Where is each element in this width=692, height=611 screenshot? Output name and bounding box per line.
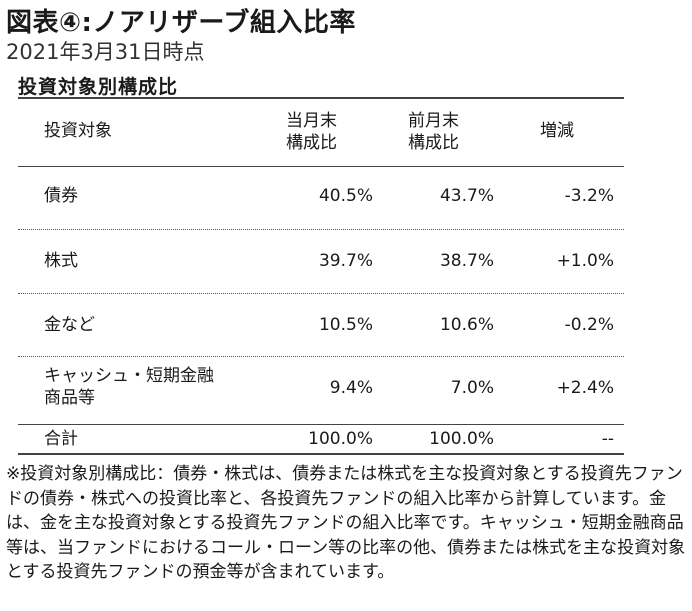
row-item: 債券 <box>44 186 78 206</box>
row-item: キャッシュ・短期金融 商品等 <box>44 365 214 409</box>
table-top-rule <box>18 97 624 99</box>
table-row: 株式 39.7% 38.7% +1.0% <box>18 230 624 292</box>
row-item-line2: 商品等 <box>44 388 95 408</box>
table-bottom-rule <box>18 453 624 455</box>
table-row: 債券 40.5% 43.7% -3.2% <box>18 167 624 229</box>
total-current: 100.0% <box>308 429 373 449</box>
row-previous: 7.0% <box>450 378 494 398</box>
table-total-row: 合計 100.0% 100.0% -- <box>18 428 624 450</box>
table-row: キャッシュ・短期金融 商品等 9.4% 7.0% +2.4% <box>18 357 624 419</box>
total-rule <box>18 424 624 425</box>
as-of-date: 2021年3月31日時点 <box>6 40 205 64</box>
total-previous: 100.0% <box>429 429 494 449</box>
header-change: 増減 <box>540 121 574 141</box>
total-change: -- <box>601 429 614 449</box>
header-current-line1: 当月末 <box>286 111 337 131</box>
header-previous-line1: 前月末 <box>408 111 459 131</box>
row-change: +2.4% <box>556 378 614 398</box>
row-current: 9.4% <box>329 378 373 398</box>
row-current: 10.5% <box>318 315 373 335</box>
header-item: 投資対象 <box>44 121 112 141</box>
row-divider <box>18 293 624 294</box>
row-previous: 38.7% <box>439 251 494 271</box>
row-change: -3.2% <box>564 186 614 206</box>
header-current: 当月末 構成比 <box>286 110 337 154</box>
row-item-line1: キャッシュ・短期金融 <box>44 366 214 386</box>
row-change: +1.0% <box>556 251 614 271</box>
header-rule <box>18 166 624 167</box>
header-previous-line2: 構成比 <box>408 133 459 153</box>
row-item: 株式 <box>44 251 78 271</box>
row-divider <box>18 229 624 230</box>
page-title: 図表④:ノアリザーブ組入比率 <box>6 8 356 38</box>
row-previous: 43.7% <box>439 186 494 206</box>
row-item: 金など <box>44 315 95 335</box>
total-label: 合計 <box>44 429 78 449</box>
section-title: 投資対象別構成比 <box>18 76 179 98</box>
row-current: 40.5% <box>318 186 373 206</box>
row-current: 39.7% <box>318 251 373 271</box>
row-divider <box>18 356 624 357</box>
row-previous: 10.6% <box>439 315 494 335</box>
header-previous: 前月末 構成比 <box>408 110 459 154</box>
table-row: 金など 10.5% 10.6% -0.2% <box>18 294 624 356</box>
header-current-line2: 構成比 <box>286 133 337 153</box>
footnote: ※投資対象別構成比：債券・株式は、債券または株式を主な投資対象とする投資先ファン… <box>6 464 686 582</box>
row-change: -0.2% <box>564 315 614 335</box>
